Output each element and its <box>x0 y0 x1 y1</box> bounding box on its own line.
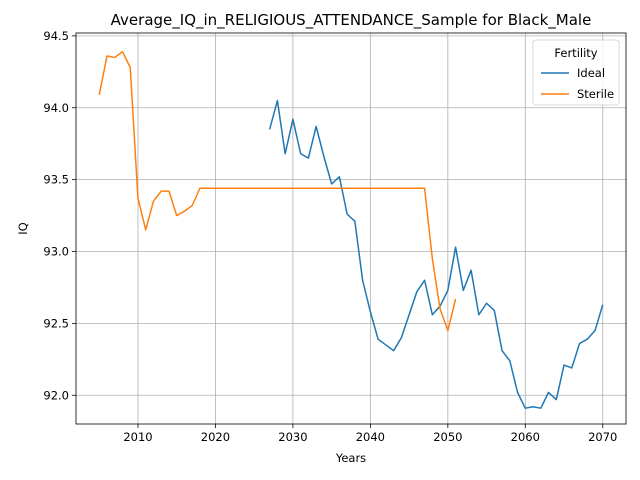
y-tick-label: 93.5 <box>43 173 69 187</box>
y-ticks: 92.0 92.5 93.0 93.5 94.0 94.5 <box>43 29 76 402</box>
axes-frame <box>75 32 627 425</box>
y-axis-label: IQ <box>16 222 30 234</box>
chart-title: Average_IQ_in_RELIGIOUS_ATTENDANCE_Sampl… <box>111 11 592 30</box>
y-tick-label: 94.0 <box>43 101 69 115</box>
legend-title: Fertility <box>554 46 597 60</box>
legend-entries: Ideal Sterile <box>541 66 614 101</box>
y-tick-label: 92.5 <box>43 316 69 330</box>
x-tick-label: 2050 <box>433 430 462 444</box>
x-tick-label: 2030 <box>278 430 307 444</box>
x-tick-label: 2070 <box>588 430 617 444</box>
y-tick-label: 93.0 <box>43 245 69 259</box>
series-line-ideal <box>268 99 604 409</box>
grid <box>76 33 626 424</box>
y-tick-label: 92.0 <box>43 388 69 402</box>
x-tick-label: 2010 <box>123 430 152 444</box>
series-lines <box>98 50 604 409</box>
legend-label-ideal: Ideal <box>577 66 605 80</box>
legend-label-sterile: Sterile <box>577 87 614 101</box>
legend-box <box>532 39 620 106</box>
x-tick-label: 2020 <box>201 430 230 444</box>
y-tick-label: 94.5 <box>43 29 69 43</box>
x-tick-label: 2060 <box>511 430 540 444</box>
x-axis-label: Years <box>335 451 366 465</box>
x-ticks: 2010 2020 2030 2040 2050 2060 2070 <box>123 424 617 444</box>
series-line-sterile <box>98 50 457 332</box>
x-tick-label: 2040 <box>356 430 385 444</box>
legend: Fertility Ideal Sterile <box>532 39 620 106</box>
